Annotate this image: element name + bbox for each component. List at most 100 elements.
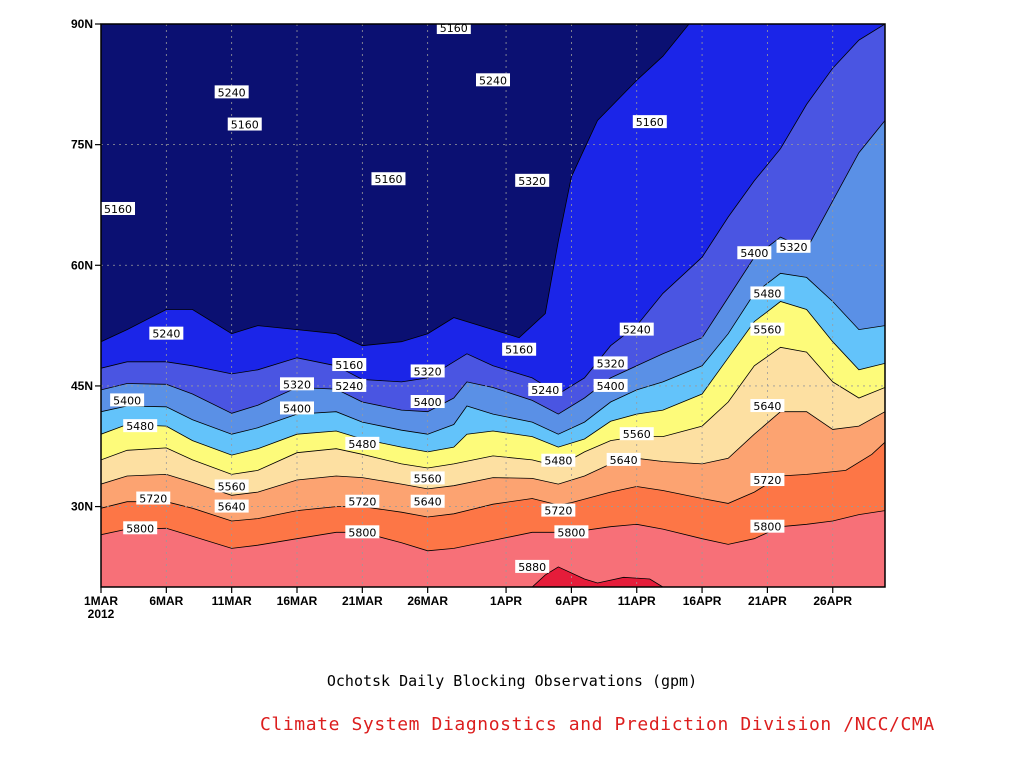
contour-label: 5800: [750, 519, 785, 534]
contour-label: 5480: [750, 286, 785, 300]
contour-label: 5720: [750, 473, 785, 487]
contour-label: 5640: [606, 452, 641, 467]
x-tick-label: 26APR: [813, 594, 852, 608]
contour-label: 5320: [280, 377, 314, 391]
contour-label: 5160: [101, 201, 135, 216]
y-tick-label: 90N: [71, 17, 93, 31]
svg-text:5480: 5480: [348, 438, 376, 451]
svg-text:5640: 5640: [610, 454, 638, 467]
svg-text:5640: 5640: [414, 496, 442, 509]
contour-line-5880: [531, 566, 664, 587]
x-tick-label: 6MAR: [149, 594, 183, 608]
x-tick-label: 6APR: [555, 594, 587, 608]
band-above-5800: [101, 510, 885, 587]
contour-label: 5800: [123, 521, 158, 535]
contour-label: 5560: [619, 427, 654, 441]
contour-label: 5480: [123, 419, 158, 433]
credit-text: Climate System Diagnostics and Predictio…: [260, 714, 935, 735]
svg-text:5400: 5400: [597, 380, 625, 393]
x-tick-label: 1MAR: [84, 594, 118, 608]
contour-label: 5720: [136, 491, 171, 506]
x-tick-label: 21APR: [748, 594, 787, 608]
svg-text:5240: 5240: [623, 324, 651, 337]
svg-text:5800: 5800: [126, 522, 154, 535]
svg-text:5240: 5240: [335, 380, 363, 393]
contour-label: 5880: [515, 559, 550, 574]
svg-text:5880: 5880: [518, 561, 546, 574]
svg-text:5640: 5640: [753, 400, 781, 413]
svg-text:5160: 5160: [374, 173, 402, 186]
svg-text:5240: 5240: [531, 384, 559, 397]
contour-label: 5720: [345, 494, 380, 509]
contour-label: 5800: [345, 525, 380, 539]
contour-label: 5160: [227, 117, 262, 132]
contour-line-5240: [101, 24, 885, 395]
svg-text:5640: 5640: [218, 501, 246, 514]
svg-text:5400: 5400: [740, 247, 768, 260]
svg-text:5720: 5720: [544, 505, 572, 518]
svg-text:5160: 5160: [440, 22, 468, 35]
svg-text:5320: 5320: [283, 378, 311, 391]
svg-text:5240: 5240: [218, 86, 246, 99]
svg-text:5400: 5400: [283, 402, 311, 415]
x-tick-label: 1APR: [490, 594, 522, 608]
svg-text:5160: 5160: [104, 203, 132, 216]
x-tick-label: 16APR: [683, 594, 722, 608]
y-tick-label: 75N: [71, 138, 93, 152]
contour-label: 5240: [332, 378, 367, 393]
svg-text:5240: 5240: [479, 74, 507, 87]
contour-line-5560: [101, 346, 885, 475]
contour-line-5480: [101, 301, 885, 456]
contour-label: 5560: [214, 479, 249, 493]
contour-label: 5160: [502, 342, 537, 357]
svg-text:5160: 5160: [636, 116, 664, 129]
contour-label: 5640: [750, 399, 785, 413]
svg-text:5480: 5480: [126, 420, 154, 433]
svg-text:5320: 5320: [780, 241, 808, 254]
contour-label: 5240: [619, 322, 654, 337]
plot-frame: [100, 23, 886, 588]
svg-text:5720: 5720: [753, 474, 781, 487]
contour-label: 5400: [410, 395, 445, 409]
contour-label: 5560: [410, 471, 445, 485]
svg-text:5560: 5560: [623, 428, 651, 441]
svg-text:5160: 5160: [505, 344, 533, 357]
contour-label: 5240: [528, 382, 563, 397]
x-tick-label: 21MAR: [342, 594, 383, 608]
contour-line-5640: [101, 411, 885, 496]
x-tick-label: 16MAR: [277, 594, 318, 608]
contour-label: 5320: [593, 356, 628, 370]
contour-label: 5640: [410, 494, 445, 509]
contour-label: 5320: [776, 239, 811, 254]
svg-text:5400: 5400: [113, 394, 141, 407]
x-tick-label: 26MAR: [407, 594, 448, 608]
contour-label: 5640: [214, 499, 249, 514]
contour-label: 5560: [750, 322, 785, 337]
contour-label: 5160: [436, 21, 471, 35]
contour-label: 5240: [149, 326, 184, 341]
svg-text:5480: 5480: [544, 455, 572, 468]
svg-text:5800: 5800: [557, 526, 585, 539]
chart-caption: Ochotsk Daily Blocking Observations (gpm…: [326, 672, 698, 690]
x-year-label: 2012: [88, 607, 115, 621]
svg-text:5160: 5160: [231, 119, 259, 132]
contour-label: 5320: [410, 364, 445, 378]
grid-lines: [101, 24, 885, 587]
svg-text:5800: 5800: [348, 526, 376, 539]
contour-label: 5320: [515, 173, 550, 188]
contour-label: 5480: [345, 436, 380, 451]
contour-chart: 5160 5240 5240 5160 5160 5320 5160 5160 5400 5320…: [71, 17, 886, 621]
band-above-5880: [532, 566, 663, 587]
contour-label: 5400: [737, 246, 772, 260]
svg-text:5720: 5720: [348, 496, 376, 509]
x-tick-label: 11MAR: [212, 594, 252, 608]
y-tick-label: 60N: [71, 258, 93, 272]
contour-label: 5720: [541, 503, 576, 518]
x-tick-label: 11APR: [618, 594, 656, 608]
svg-text:5560: 5560: [753, 324, 781, 337]
contour-label: 5160: [371, 172, 406, 186]
svg-text:5320: 5320: [518, 175, 546, 188]
contour-line-5160: [101, 24, 690, 347]
contour-label: 5240: [214, 85, 249, 99]
contour-label: 5480: [541, 453, 576, 468]
